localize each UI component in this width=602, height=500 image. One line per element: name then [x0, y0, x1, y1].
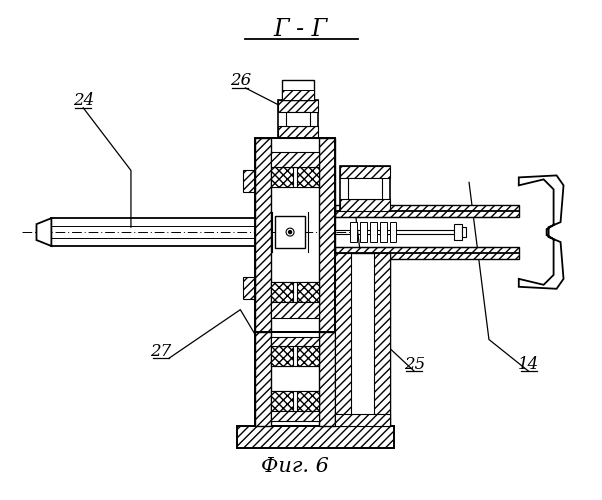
Bar	[271, 302, 319, 318]
Bar	[255, 332, 271, 426]
Bar	[380, 222, 386, 242]
Polygon shape	[37, 218, 51, 246]
Bar	[335, 253, 389, 426]
Bar	[335, 414, 389, 426]
Bar	[370, 222, 377, 242]
Text: 24: 24	[73, 92, 94, 110]
Bar	[335, 247, 519, 259]
Bar	[255, 138, 271, 332]
Bar	[359, 222, 367, 242]
Bar	[319, 332, 335, 426]
Bar	[271, 152, 319, 168]
Circle shape	[286, 228, 294, 236]
Bar	[286, 112, 310, 126]
Bar	[335, 253, 351, 426]
Text: Г - Г: Г - Г	[273, 18, 327, 40]
Bar	[340, 200, 389, 211]
Bar	[340, 166, 389, 178]
Bar	[278, 100, 318, 112]
Bar	[278, 100, 318, 138]
Bar	[297, 346, 319, 366]
Bar	[282, 80, 314, 100]
Bar	[271, 336, 319, 346]
Bar	[278, 126, 318, 138]
Bar	[243, 170, 255, 192]
Bar	[271, 168, 293, 188]
Bar	[282, 90, 314, 100]
Bar	[243, 277, 255, 298]
Bar	[462, 227, 466, 237]
Text: 14: 14	[518, 356, 539, 373]
Bar	[350, 222, 357, 242]
Polygon shape	[519, 176, 563, 289]
Bar	[389, 222, 397, 242]
Text: 27: 27	[150, 343, 172, 360]
Bar	[340, 166, 389, 211]
Bar	[275, 216, 305, 248]
Bar	[319, 138, 335, 332]
Bar	[271, 391, 293, 411]
Bar	[255, 138, 335, 332]
Text: 25: 25	[404, 356, 425, 373]
Bar	[297, 282, 319, 302]
Bar	[271, 282, 293, 302]
Bar	[348, 178, 382, 200]
Bar	[271, 346, 293, 366]
Bar	[271, 411, 319, 421]
Text: 26: 26	[230, 72, 251, 90]
Bar	[454, 224, 462, 240]
Bar	[297, 391, 319, 411]
Bar	[237, 426, 394, 448]
Bar	[335, 205, 519, 217]
Bar	[374, 253, 389, 426]
Bar	[255, 332, 335, 426]
Bar	[297, 168, 319, 188]
Text: Фиг. 6: Фиг. 6	[261, 458, 329, 476]
Circle shape	[288, 230, 291, 234]
